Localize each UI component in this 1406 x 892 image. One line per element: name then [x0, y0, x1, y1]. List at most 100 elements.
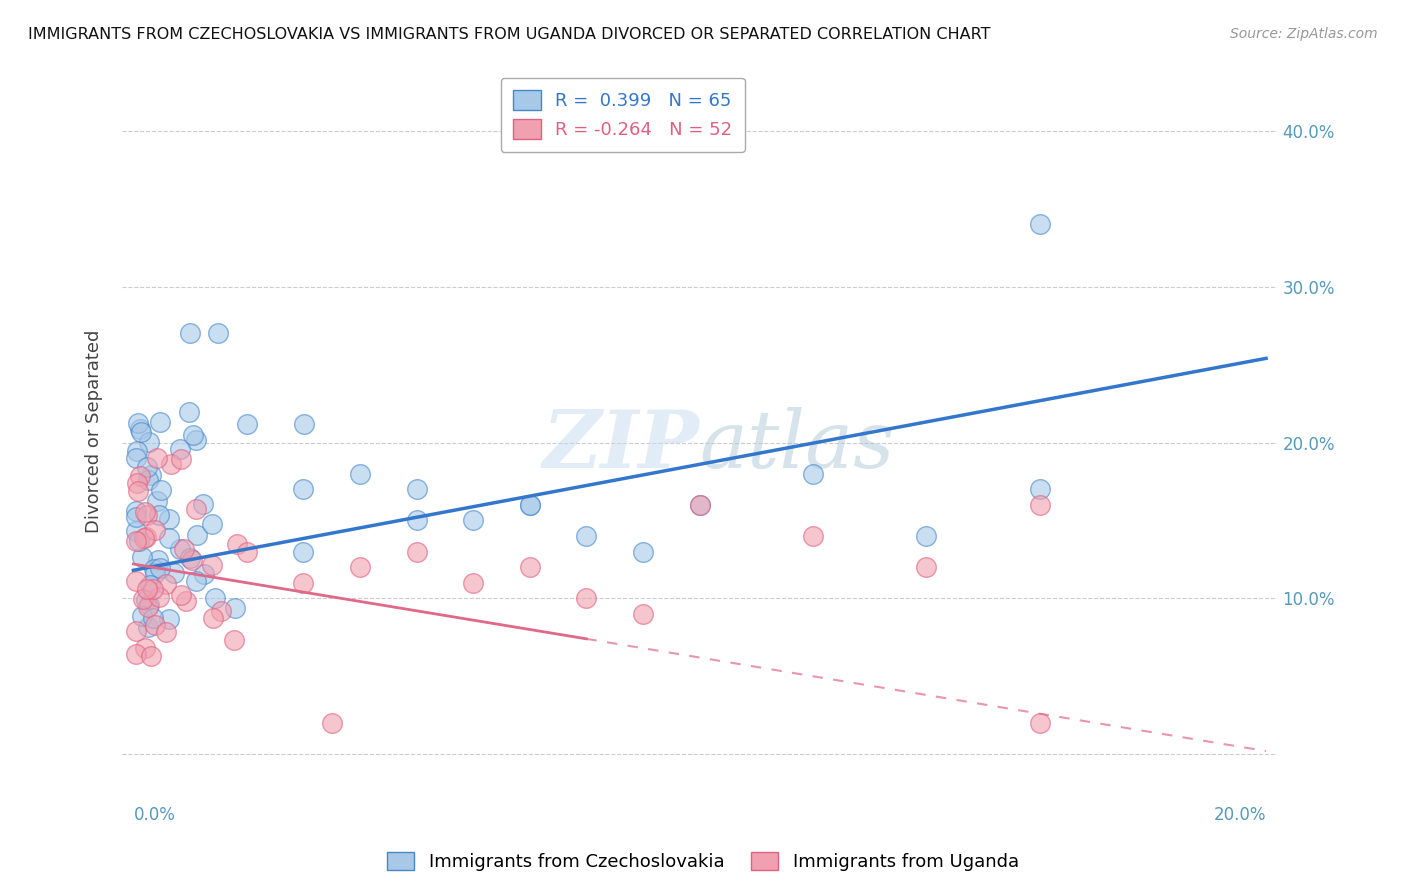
- Point: [179, 326, 201, 341]
- Y-axis label: Divorced or Separated: Divorced or Separated: [86, 329, 103, 533]
- Point: [125, 524, 148, 538]
- Legend: R =  0.399   N = 65, R = -0.264   N = 52: R = 0.399 N = 65, R = -0.264 N = 52: [501, 78, 745, 152]
- Point: [292, 417, 315, 431]
- Point: [519, 498, 541, 512]
- Text: atlas: atlas: [700, 407, 896, 484]
- Point: [127, 483, 149, 498]
- Point: [129, 422, 152, 436]
- Point: [292, 482, 315, 496]
- Point: [1028, 218, 1050, 232]
- Point: [155, 624, 177, 639]
- Point: [146, 451, 169, 466]
- Point: [170, 452, 193, 467]
- Point: [138, 598, 160, 612]
- Point: [125, 444, 148, 458]
- Point: [201, 517, 224, 532]
- Point: [349, 560, 371, 574]
- Point: [224, 600, 246, 615]
- Point: [125, 475, 148, 490]
- Point: [209, 603, 232, 617]
- Point: [169, 542, 191, 557]
- Point: [184, 502, 207, 516]
- Point: [141, 467, 163, 482]
- Point: [292, 575, 315, 590]
- Point: [191, 498, 214, 512]
- Point: [135, 530, 157, 544]
- Point: [139, 578, 162, 592]
- Point: [155, 577, 177, 591]
- Point: [915, 529, 938, 543]
- Point: [236, 417, 259, 432]
- Point: [157, 512, 180, 526]
- Point: [1028, 716, 1050, 731]
- Point: [136, 582, 159, 596]
- Point: [225, 536, 247, 550]
- Point: [292, 544, 315, 558]
- Point: [134, 505, 156, 519]
- Point: [135, 593, 157, 607]
- Point: [125, 504, 148, 518]
- Point: [915, 560, 938, 574]
- Point: [129, 425, 152, 440]
- Point: [139, 649, 162, 664]
- Point: [575, 529, 598, 543]
- Point: [207, 326, 229, 341]
- Point: [159, 457, 181, 471]
- Point: [162, 566, 184, 581]
- Point: [177, 404, 200, 418]
- Point: [222, 633, 245, 648]
- Point: [148, 591, 170, 605]
- Point: [125, 624, 148, 638]
- Point: [202, 611, 225, 625]
- Point: [145, 566, 167, 580]
- Point: [136, 600, 159, 615]
- Point: [181, 427, 204, 442]
- Text: IMMIGRANTS FROM CZECHOSLOVAKIA VS IMMIGRANTS FROM UGANDA DIVORCED OR SEPARATED C: IMMIGRANTS FROM CZECHOSLOVAKIA VS IMMIGR…: [28, 27, 991, 42]
- Point: [184, 434, 207, 448]
- Legend: Immigrants from Czechoslovakia, Immigrants from Uganda: Immigrants from Czechoslovakia, Immigran…: [380, 845, 1026, 879]
- Point: [136, 473, 159, 487]
- Point: [142, 562, 165, 576]
- Point: [135, 508, 157, 522]
- Text: Source: ZipAtlas.com: Source: ZipAtlas.com: [1230, 27, 1378, 41]
- Point: [173, 542, 195, 557]
- Text: 20.0%: 20.0%: [1213, 806, 1265, 824]
- Point: [689, 498, 711, 512]
- Point: [321, 716, 343, 731]
- Point: [149, 483, 172, 498]
- Point: [149, 561, 172, 575]
- Point: [148, 553, 170, 567]
- Point: [170, 588, 193, 602]
- Point: [801, 529, 824, 543]
- Point: [631, 607, 654, 621]
- Text: ZIP: ZIP: [543, 407, 700, 484]
- Point: [186, 574, 208, 589]
- Point: [463, 513, 485, 527]
- Point: [136, 459, 159, 474]
- Point: [157, 611, 180, 625]
- Point: [575, 591, 598, 606]
- Point: [142, 611, 165, 625]
- Point: [142, 582, 165, 596]
- Point: [1028, 482, 1050, 496]
- Point: [180, 552, 202, 566]
- Point: [148, 508, 170, 522]
- Point: [136, 620, 159, 634]
- Point: [127, 416, 149, 430]
- Point: [204, 591, 226, 605]
- Point: [186, 527, 208, 541]
- Point: [801, 467, 824, 481]
- Point: [131, 550, 153, 565]
- Point: [463, 575, 485, 590]
- Point: [193, 566, 215, 581]
- Point: [179, 551, 201, 566]
- Point: [134, 640, 156, 655]
- Point: [631, 544, 654, 558]
- Point: [519, 560, 541, 574]
- Point: [149, 416, 172, 430]
- Point: [125, 647, 148, 661]
- Point: [689, 498, 711, 512]
- Point: [131, 609, 153, 624]
- Point: [125, 534, 148, 549]
- Point: [125, 574, 148, 589]
